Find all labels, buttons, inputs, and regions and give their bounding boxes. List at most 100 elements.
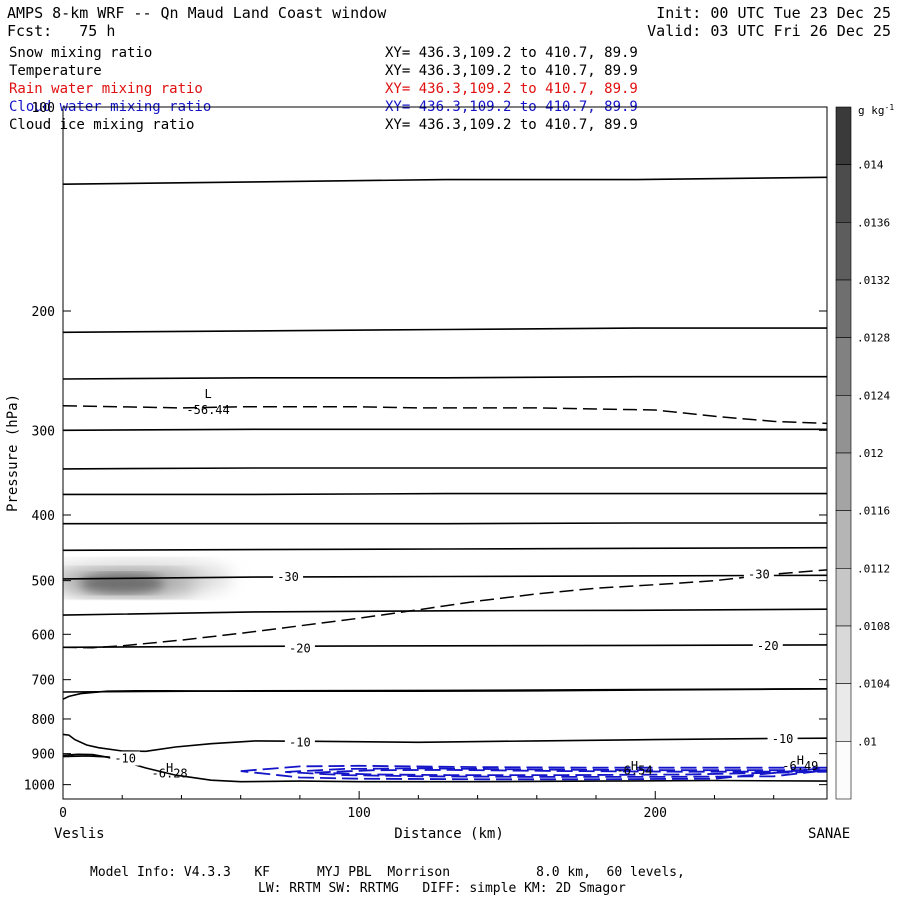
y-tick-label: 100	[32, 101, 55, 116]
colorbar-tick-label: .01	[857, 735, 877, 748]
colorbar-tick-label: .0132	[857, 274, 890, 287]
extremum-value: -6.54	[616, 763, 652, 777]
colorbar-tick-label: .0108	[857, 620, 890, 633]
field-xy-cloud-ice: XY= 436.3,109.2 to 410.7, 89.9	[385, 117, 638, 133]
field-name-snow: Snow mixing ratio	[9, 45, 153, 61]
colorbar-swatch	[835, 683, 852, 742]
isotherm-label-bg	[752, 638, 783, 653]
colorbar-tick-label: .0112	[857, 562, 890, 575]
chart-title: AMPS 8-km WRF -- Qn Maud Land Coast wind…	[7, 4, 387, 22]
field-xy-snow: XY= 436.3,109.2 to 410.7, 89.9	[385, 45, 638, 61]
x-tick-label: 100	[347, 806, 370, 821]
y-tick-label: 200	[32, 305, 55, 320]
isotherm-line	[63, 467, 827, 470]
x-axis-label: Distance (km)	[394, 826, 504, 842]
temperature-isotherms	[63, 176, 827, 783]
cloud-water-contours	[240, 764, 827, 781]
y-tick-label: 1000	[24, 779, 55, 794]
isotherm-line-lower	[63, 688, 827, 700]
isotherm-label-bg	[273, 570, 304, 585]
colorbar-swatch	[835, 279, 852, 338]
y-tick-label: 800	[32, 713, 55, 728]
colorbar-swatch	[835, 568, 852, 627]
colorbar-tick-label: .014	[857, 159, 884, 172]
colorbar-tick-label: .0116	[857, 505, 890, 518]
colorbar-swatch	[835, 222, 852, 281]
field-xy-rain: XY= 436.3,109.2 to 410.7, 89.9	[385, 81, 638, 97]
colorbar-tick-label: .0136	[857, 216, 890, 229]
field-xy-temperature: XY= 436.3,109.2 to 410.7, 89.9	[385, 63, 638, 79]
colorbar-tick-label: .0124	[857, 389, 890, 402]
model-info-line-2: LW: RRTM SW: RRTMG DIFF: simple KM: 2D S…	[258, 881, 626, 896]
contour-labels: -30 -30-20 -20-10 -10-10L-56.44H-6.28H-6.54…	[110, 387, 818, 781]
axes: 100 200 300 400 500 600 700 800 900 1000 0 100 200	[24, 101, 827, 821]
isotherm-label: -20	[757, 639, 779, 653]
isotherm-line	[63, 644, 827, 649]
extremum-marker: L	[204, 387, 211, 401]
extremum-value: -56.44	[186, 403, 229, 417]
colorbar: .01 .0104 .0108 .0112 .0116 .012 .0124 .0128 .01…	[835, 106, 890, 800]
isotherm-label-bg	[284, 735, 315, 750]
colorbar-swatch	[835, 106, 852, 165]
isotherm-line	[63, 428, 827, 432]
isotherm-line-lower	[63, 733, 827, 753]
cloud-water-contour	[314, 768, 827, 776]
valid-time: Valid: 03 UTC Fri 26 Dec 25	[647, 22, 891, 40]
isotherm-label-bg	[284, 641, 315, 656]
extremum-value: -6.49	[782, 759, 818, 773]
isotherm-dashed-line	[63, 405, 827, 425]
isotherm-line	[63, 608, 827, 616]
extremum-value: -6.28	[152, 767, 188, 781]
isotherm-label: -30	[277, 570, 299, 584]
field-name-rain: Rain water mixing ratio	[9, 81, 203, 97]
extremum-marker: H	[797, 754, 804, 768]
x-tick-label: 0	[59, 806, 67, 821]
isotherm-line-lower	[63, 753, 827, 783]
snow-shading-core	[80, 573, 165, 594]
y-tick-label: 500	[32, 575, 55, 590]
colorbar-tick-label: .0128	[857, 332, 890, 345]
colorbar-tick-label: .012	[857, 447, 884, 460]
plot-frame	[62, 106, 828, 800]
isotherm-label: -20	[289, 642, 311, 656]
field-name-cloud-ice: Cloud ice mixing ratio	[9, 117, 195, 133]
colorbar-swatch	[835, 510, 852, 569]
y-tick-label: 900	[32, 748, 55, 763]
x-start-label: Veslis	[54, 826, 105, 842]
y-axis-label: Pressure (hPa)	[5, 394, 21, 512]
isotherm-line	[63, 492, 827, 496]
isotherm-label: -30	[748, 568, 770, 582]
isotherm-label: -10	[289, 736, 311, 750]
extremum-marker: H	[166, 761, 173, 775]
isotherm-line	[63, 375, 827, 380]
colorbar-swatch	[835, 452, 852, 511]
model-info-line-1: Model Info: V4.3.3 KF MYJ PBL Morrison 8…	[90, 865, 685, 880]
colorbar-tick-label: .0104	[857, 678, 890, 691]
y-tick-label: 600	[32, 628, 55, 643]
x-tick-label: 200	[644, 806, 667, 821]
isotherm-label-bg	[743, 567, 774, 582]
isotherm-line	[63, 176, 827, 185]
extremum-marker: H	[631, 759, 638, 773]
y-tick-label: 300	[32, 424, 55, 439]
init-time: Init: 00 UTC Tue 23 Dec 25	[656, 4, 891, 22]
colorbar-title: g kg-1	[858, 103, 894, 117]
isotherm-label: -10	[114, 751, 136, 765]
colorbar-swatch	[835, 625, 852, 684]
isotherm-label-bg	[110, 751, 141, 766]
isotherm-line	[63, 546, 827, 552]
isotherm-line	[63, 327, 827, 334]
colorbar-swatch	[835, 395, 852, 454]
y-tick-label: 700	[32, 674, 55, 689]
isotherm-line	[63, 522, 827, 525]
field-name-temperature: Temperature	[9, 63, 102, 79]
colorbar-swatch	[835, 164, 852, 223]
isotherm-line	[63, 574, 827, 580]
isotherm-label-bg	[767, 731, 798, 746]
x-end-label: SANAE	[808, 826, 850, 842]
colorbar-swatch	[835, 741, 852, 800]
isotherm-label: -10	[772, 732, 794, 746]
colorbar-swatch	[835, 337, 852, 396]
cloud-water-contour	[240, 764, 827, 781]
